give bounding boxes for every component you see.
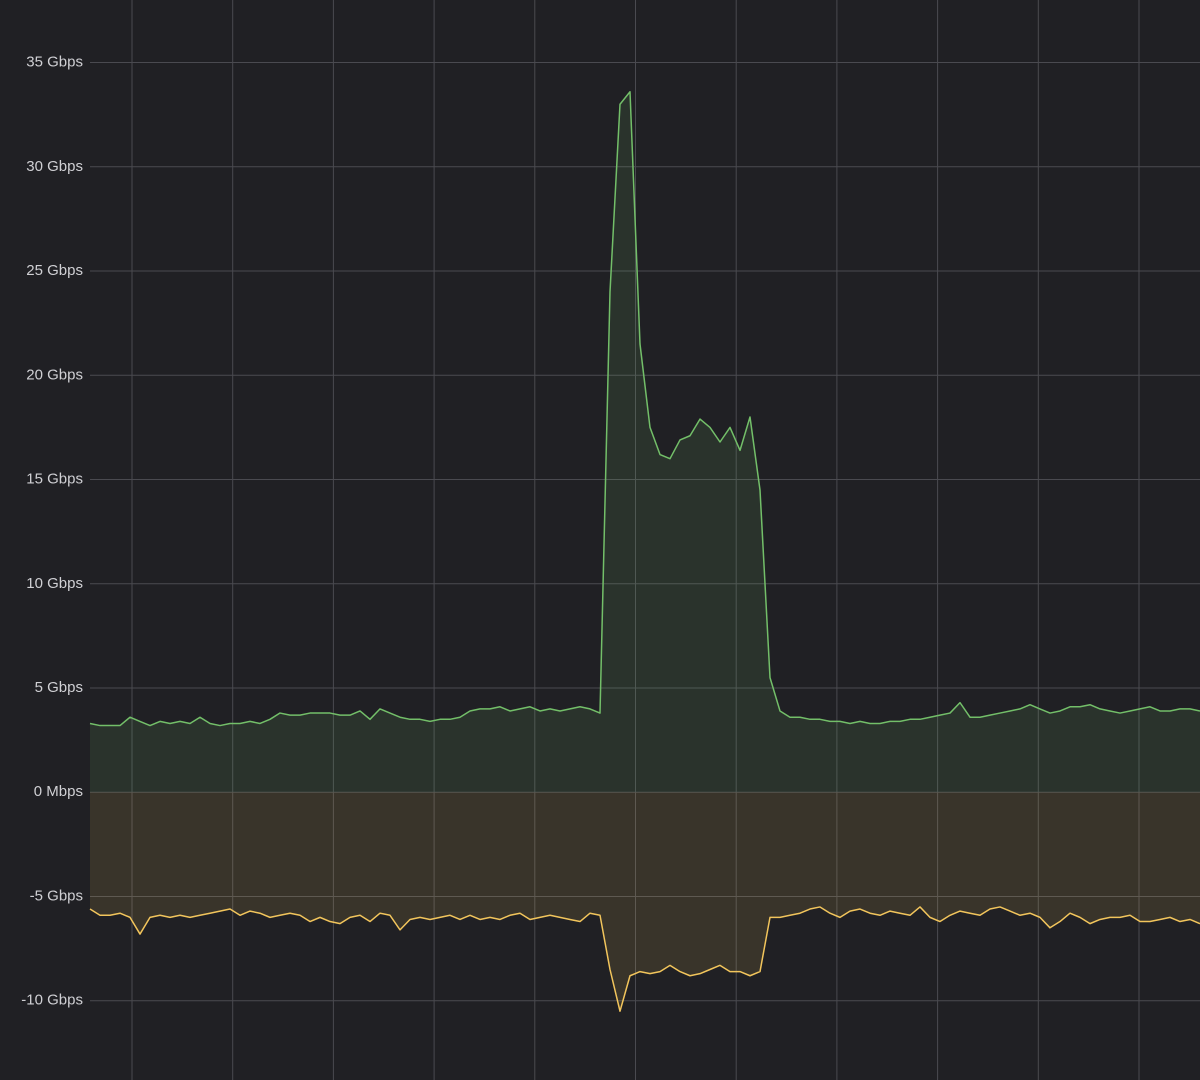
y-tick-label: 15 Gbps [26, 471, 83, 488]
y-tick-label: 0 Mbps [34, 783, 83, 800]
y-tick-label: 25 Gbps [26, 262, 83, 279]
series-line [89, 906, 1200, 1012]
y-tick-label: 10 Gbps [26, 575, 83, 592]
y-tick-label: -5 Gbps [30, 887, 83, 904]
series-line [89, 90, 1200, 727]
y-tick-label: 5 Gbps [35, 679, 83, 696]
y-tick-label: 30 Gbps [26, 158, 83, 175]
y-tick-label: 20 Gbps [26, 366, 83, 383]
area-fill [90, 792, 1200, 1012]
y-tick-label: 35 Gbps [26, 54, 83, 71]
area-fill [90, 91, 1200, 793]
y-tick-label: -10 Gbps [21, 992, 83, 1009]
